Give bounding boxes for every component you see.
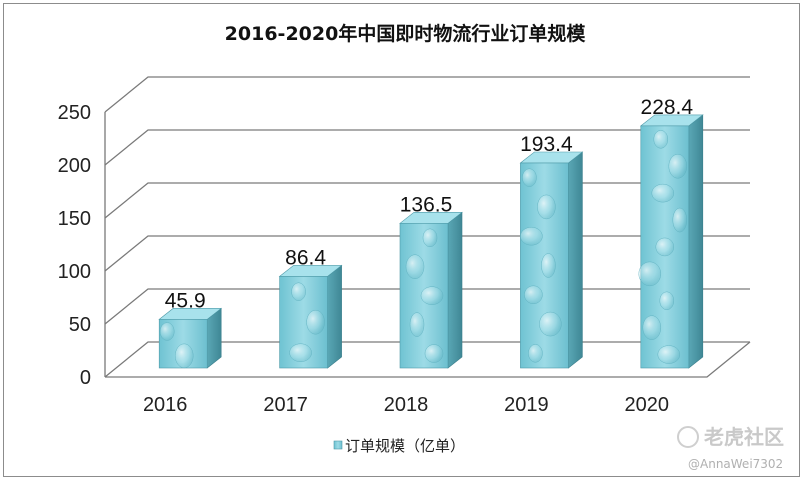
x-category-label: 2019 [504,394,549,416]
watermark: 老虎社区 @AnnaWei7302 [677,425,784,471]
y-tick-label: 200 [58,155,91,177]
data-label: 86.4 [285,246,326,269]
chart-title: 2016-2020年中国即时物流行业订单规模 [225,22,587,45]
floor-edge [105,341,751,378]
bar-2019 [519,151,584,369]
bar-2016 [158,307,223,369]
x-category-label: 2016 [143,394,188,416]
bar-2020 [638,114,704,369]
y-tick-label: 0 [80,367,91,389]
bar-2017 [278,264,343,369]
y-tick-label: 50 [69,314,91,336]
data-label: 45.9 [165,289,206,312]
data-label: 228.4 [641,96,694,119]
y-tick-label: 100 [58,261,91,283]
y-axis-ticks: 0 50 100 150 200 250 [58,102,91,389]
legend: 订单规模（亿单） [333,437,465,455]
y-tick-label: 250 [58,102,91,124]
x-category-label: 2017 [263,394,308,416]
bar-2018 [399,211,463,369]
gridline [104,76,750,113]
data-label: 136.5 [400,193,453,216]
data-labels: 45.9 86.4 136.5 193.4 228.4 [165,96,694,312]
watermark-brand: 老虎社区 [704,425,784,449]
x-category-label: 2018 [384,394,429,416]
x-category-label: 2020 [625,394,670,416]
data-label: 193.4 [520,133,573,156]
legend-swatch [333,440,343,450]
gridline [104,129,750,166]
y-tick-label: 150 [58,208,91,230]
watermark-logo-icon [677,426,699,448]
x-axis-categories: 2016 2017 2018 2019 2020 [143,394,669,416]
watermark-handle: @AnnaWei7302 [688,457,783,471]
bars [158,114,704,369]
legend-label: 订单规模（亿单） [345,437,465,455]
